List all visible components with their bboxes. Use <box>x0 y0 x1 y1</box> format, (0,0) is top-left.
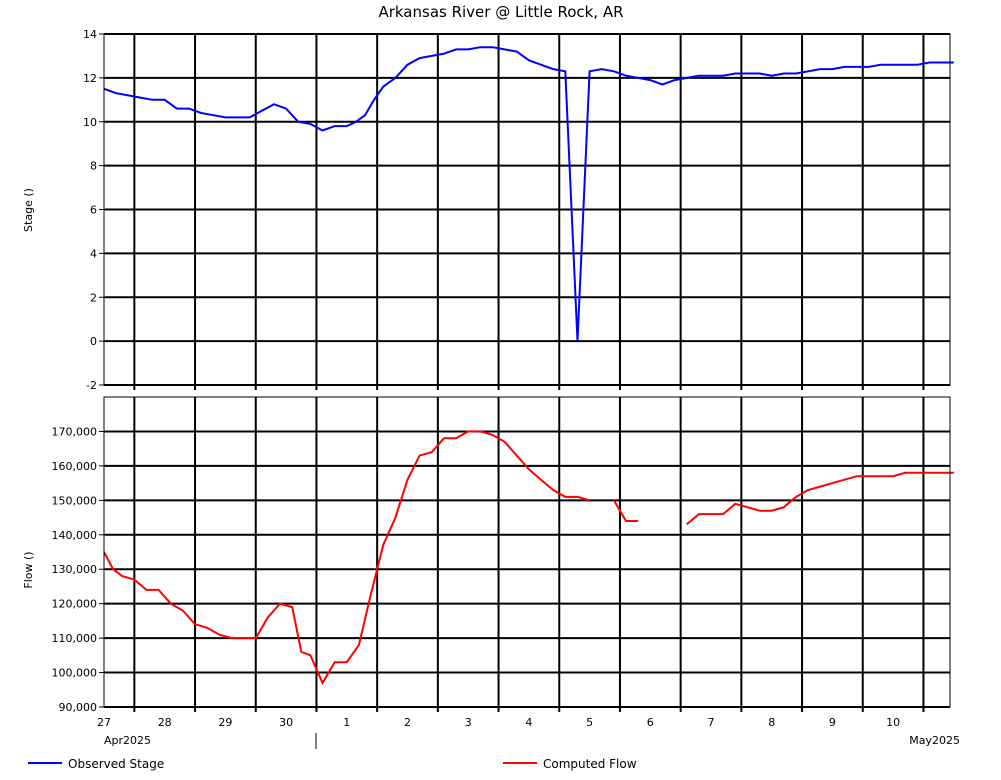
x-day-label: 29 <box>218 716 232 729</box>
flow-panel: 90,000 100,000 110,000 120,000 130,000 140,00… <box>22 396 954 714</box>
flow-y-tick-label: 120,000 <box>52 598 98 611</box>
x-day-label: 5 <box>586 716 593 729</box>
flow-y-tick-label: 170,000 <box>52 425 98 438</box>
stage-y-tick-label: 4 <box>90 247 97 260</box>
x-day-label: 2 <box>404 716 411 729</box>
x-day-label: 1 <box>343 716 350 729</box>
x-day-label: 4 <box>525 716 532 729</box>
flow-y-tick-label: 110,000 <box>52 632 98 645</box>
stage-y-tick-label: 6 <box>90 204 97 217</box>
flow-y-axis-label: Flow () <box>22 551 35 588</box>
stage-y-tick-label: 2 <box>90 291 97 304</box>
x-day-label: 6 <box>647 716 654 729</box>
flow-y-tick-label: 150,000 <box>52 494 98 507</box>
stage-y-tick-label: 0 <box>90 335 97 348</box>
flow-grid <box>99 397 950 712</box>
x-day-label: 27 <box>97 716 111 729</box>
stage-frame <box>103 33 951 386</box>
x-day-label: 8 <box>768 716 775 729</box>
flow-y-tick-label: 160,000 <box>52 460 98 473</box>
chart-title: Arkansas River @ Little Rock, AR <box>378 3 623 21</box>
observed-stage-line <box>103 46 954 342</box>
x-day-label: 28 <box>158 716 172 729</box>
x-axis-day-labels: 27 28 29 30 1 2 3 4 5 6 7 8 9 10 <box>97 716 900 729</box>
x-day-label: 10 <box>886 716 900 729</box>
flow-frame <box>103 396 951 708</box>
stage-y-tick-label: 14 <box>83 28 97 41</box>
x-axis-month-label-apr: Apr2025 <box>104 734 151 747</box>
stage-y-tick-label: -2 <box>86 379 97 392</box>
computed-flow-line <box>103 430 954 686</box>
stage-panel: -2 0 2 4 6 8 10 12 14 Stage () <box>22 28 954 392</box>
stage-y-axis-label: Stage () <box>22 188 35 232</box>
flow-y-tick-label: 140,000 <box>52 529 98 542</box>
stage-y-tick-label: 8 <box>90 160 97 173</box>
x-day-label: 30 <box>279 716 293 729</box>
x-axis-month-label-may: May2025 <box>909 734 960 747</box>
flow-y-tick-label: 130,000 <box>52 563 98 576</box>
flow-y-tick-label: 90,000 <box>59 701 98 714</box>
x-day-label: 9 <box>829 716 836 729</box>
stage-y-tick-label: 10 <box>83 116 97 129</box>
x-day-label: 7 <box>708 716 715 729</box>
stage-y-tick-label: 12 <box>83 72 97 85</box>
stage-grid <box>99 33 950 390</box>
x-day-label: 3 <box>465 716 472 729</box>
legend-flow-label: Computed Flow <box>543 757 637 771</box>
flow-y-tick-labels: 90,000 100,000 110,000 120,000 130,000 140,00… <box>52 425 98 714</box>
legend: Observed Stage Computed Flow <box>28 757 637 771</box>
stage-y-tick-labels: -2 0 2 4 6 8 10 12 14 <box>83 28 97 392</box>
legend-stage-label: Observed Stage <box>68 757 164 771</box>
flow-y-tick-label: 100,000 <box>52 667 98 680</box>
